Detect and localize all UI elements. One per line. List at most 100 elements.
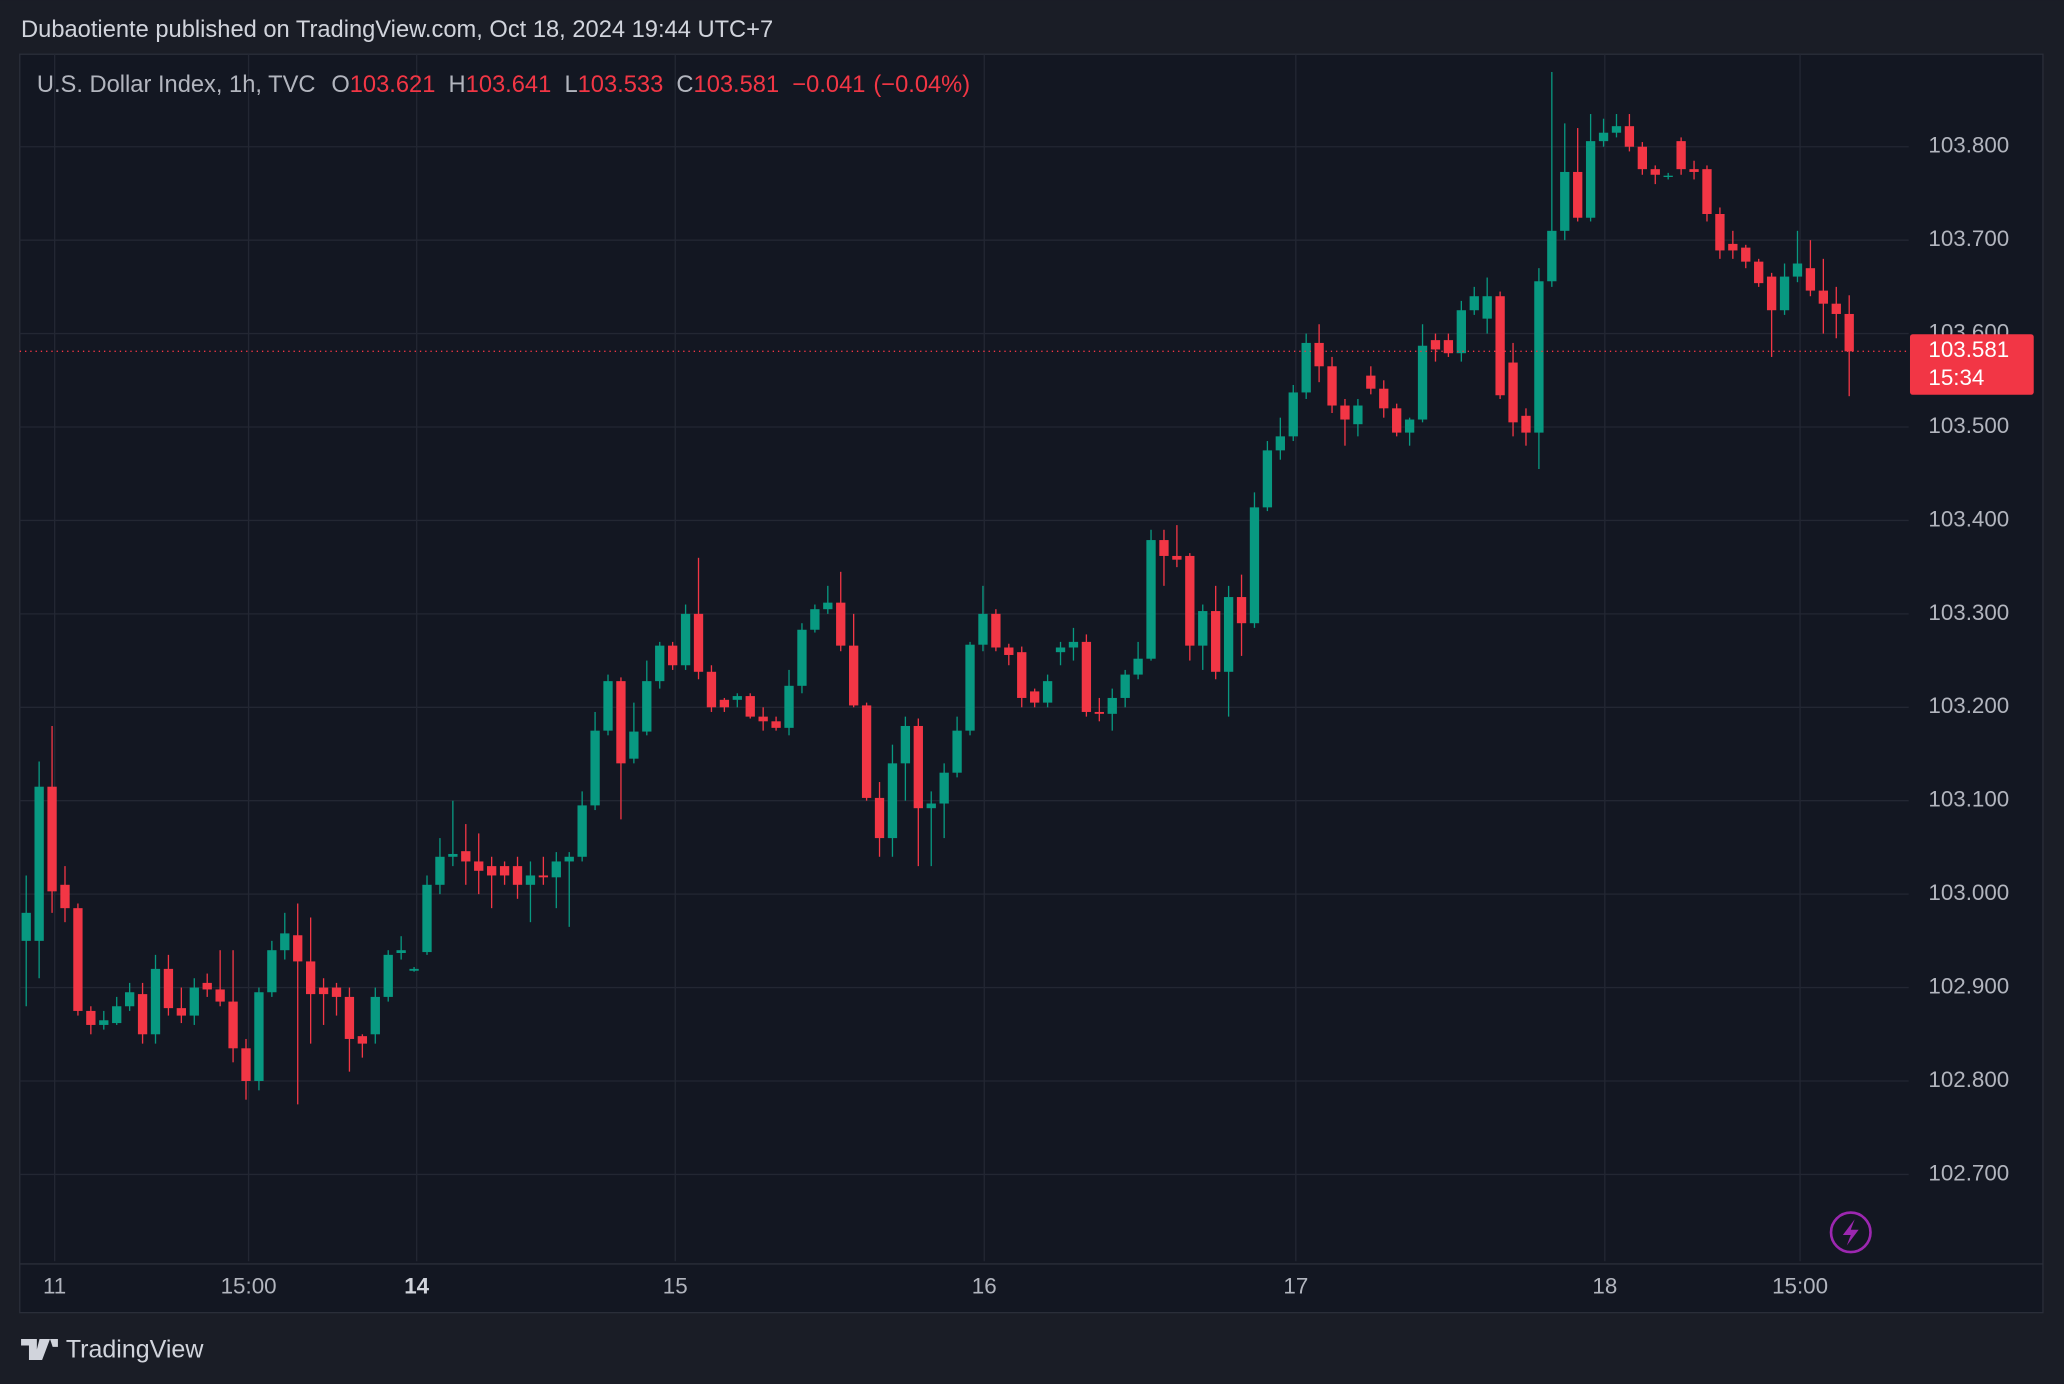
x-tick-label: 14 bbox=[404, 1274, 429, 1299]
candle-body bbox=[1715, 213, 1725, 251]
candle-body bbox=[512, 866, 523, 885]
candle-body bbox=[1133, 658, 1143, 675]
candle-body bbox=[525, 875, 536, 885]
y-tick-label: 103.200 bbox=[1928, 693, 2009, 718]
brand-logo bbox=[21, 1338, 58, 1361]
candle-body bbox=[1741, 247, 1751, 262]
candle-body bbox=[409, 968, 419, 971]
candle-body bbox=[849, 645, 859, 706]
candle-body bbox=[1081, 641, 1092, 712]
candle-body bbox=[1779, 276, 1790, 311]
candle-body bbox=[732, 696, 742, 700]
price-tag-countdown: 15:34 bbox=[1928, 365, 1984, 390]
candle-body bbox=[1030, 691, 1040, 703]
candle-body bbox=[655, 645, 665, 682]
candle-body bbox=[1443, 340, 1454, 354]
candle-body bbox=[137, 994, 148, 1035]
candle-body bbox=[422, 884, 432, 953]
legend-key: H bbox=[449, 72, 466, 98]
candle-body bbox=[745, 696, 755, 717]
candle-body bbox=[1249, 507, 1260, 624]
x-tick-label: 15 bbox=[663, 1274, 688, 1299]
change: −0.041 bbox=[792, 72, 865, 98]
x-tick-label: 11 bbox=[43, 1274, 66, 1299]
candle-body bbox=[1340, 405, 1350, 420]
candle-body bbox=[1055, 647, 1066, 653]
candle-body bbox=[590, 730, 600, 806]
candle-body bbox=[73, 908, 83, 1011]
candle-body bbox=[99, 1020, 109, 1025]
candle-body bbox=[1676, 141, 1686, 170]
y-tick-label: 103.400 bbox=[1928, 506, 2009, 531]
candle-body bbox=[176, 1008, 187, 1016]
candle-body bbox=[267, 950, 277, 993]
candle-body bbox=[1185, 555, 1195, 646]
candle-body bbox=[47, 786, 57, 892]
candle-body bbox=[1017, 652, 1027, 698]
candle-body bbox=[836, 602, 846, 646]
candle-body bbox=[150, 968, 161, 1035]
alert-bolt bbox=[1842, 1219, 1859, 1246]
candle-body bbox=[215, 989, 225, 1002]
candle-body bbox=[280, 933, 290, 951]
candle-body bbox=[1508, 362, 1518, 423]
candle-body bbox=[1172, 555, 1182, 560]
candle-body bbox=[719, 699, 730, 708]
price-tag bbox=[1909, 334, 2034, 395]
candle-body bbox=[1689, 169, 1699, 172]
candle-body bbox=[305, 961, 316, 995]
x-tick-label: 15:00 bbox=[221, 1274, 277, 1299]
legend-value: 103.533 bbox=[578, 72, 664, 98]
candle-body bbox=[1702, 169, 1712, 214]
candle-body bbox=[499, 866, 510, 876]
candle-body bbox=[189, 987, 199, 1016]
candle-body bbox=[344, 996, 355, 1039]
y-tick-label: 103.000 bbox=[1928, 880, 2009, 905]
candle-body bbox=[1521, 415, 1531, 433]
overlay: 102.700 102.800 102.900 103.000 103.100 103.2… bbox=[19, 133, 2034, 1299]
candle-body bbox=[706, 671, 717, 708]
candle-body bbox=[486, 866, 497, 876]
candle-body bbox=[448, 853, 458, 857]
symbol: U.S. Dollar Index, 1h, TVC bbox=[37, 72, 316, 98]
candle-body bbox=[771, 721, 781, 728]
candle-body bbox=[357, 1036, 368, 1044]
candle-body bbox=[1146, 540, 1156, 659]
legend-value: 103.641 bbox=[466, 72, 552, 98]
y-tick-label: 103.700 bbox=[1928, 226, 2009, 251]
y-tick-label: 103.100 bbox=[1928, 787, 2009, 812]
candle-body bbox=[1792, 263, 1803, 277]
candle-body bbox=[629, 731, 639, 759]
candle-body bbox=[577, 805, 587, 857]
legend-key: C bbox=[676, 72, 693, 98]
candle-body bbox=[693, 613, 704, 672]
candle-body bbox=[1534, 281, 1544, 433]
candle-body bbox=[1754, 261, 1764, 284]
candle-body bbox=[939, 772, 949, 804]
candle-body bbox=[1223, 597, 1234, 672]
candle-body bbox=[1624, 126, 1635, 147]
candle-body bbox=[1598, 132, 1609, 142]
candle-body bbox=[163, 968, 174, 1009]
alert-icon[interactable] bbox=[1829, 1211, 1872, 1254]
candle-body bbox=[112, 1006, 122, 1024]
candle-body bbox=[1573, 171, 1583, 218]
candle-body bbox=[1547, 230, 1557, 282]
candle-body bbox=[1094, 711, 1104, 714]
candle-body bbox=[965, 644, 975, 731]
brand: TradingView bbox=[66, 1335, 205, 1363]
candle-body bbox=[861, 705, 872, 798]
x-tick-label: 18 bbox=[1592, 1274, 1617, 1299]
y-tick-label: 103.300 bbox=[1928, 600, 2009, 625]
candle-body bbox=[1379, 388, 1389, 409]
candle-body bbox=[86, 1010, 96, 1025]
candle-body bbox=[797, 629, 807, 686]
candle-body bbox=[1611, 126, 1622, 133]
candle-body bbox=[1159, 540, 1169, 556]
attribution: Dubaotiente published on TradingView.com… bbox=[21, 17, 773, 43]
candle-body bbox=[1120, 674, 1130, 698]
candle-body bbox=[991, 613, 1001, 648]
candle-body bbox=[461, 851, 471, 862]
candle-body bbox=[874, 797, 885, 839]
candle-body bbox=[1495, 296, 1505, 396]
